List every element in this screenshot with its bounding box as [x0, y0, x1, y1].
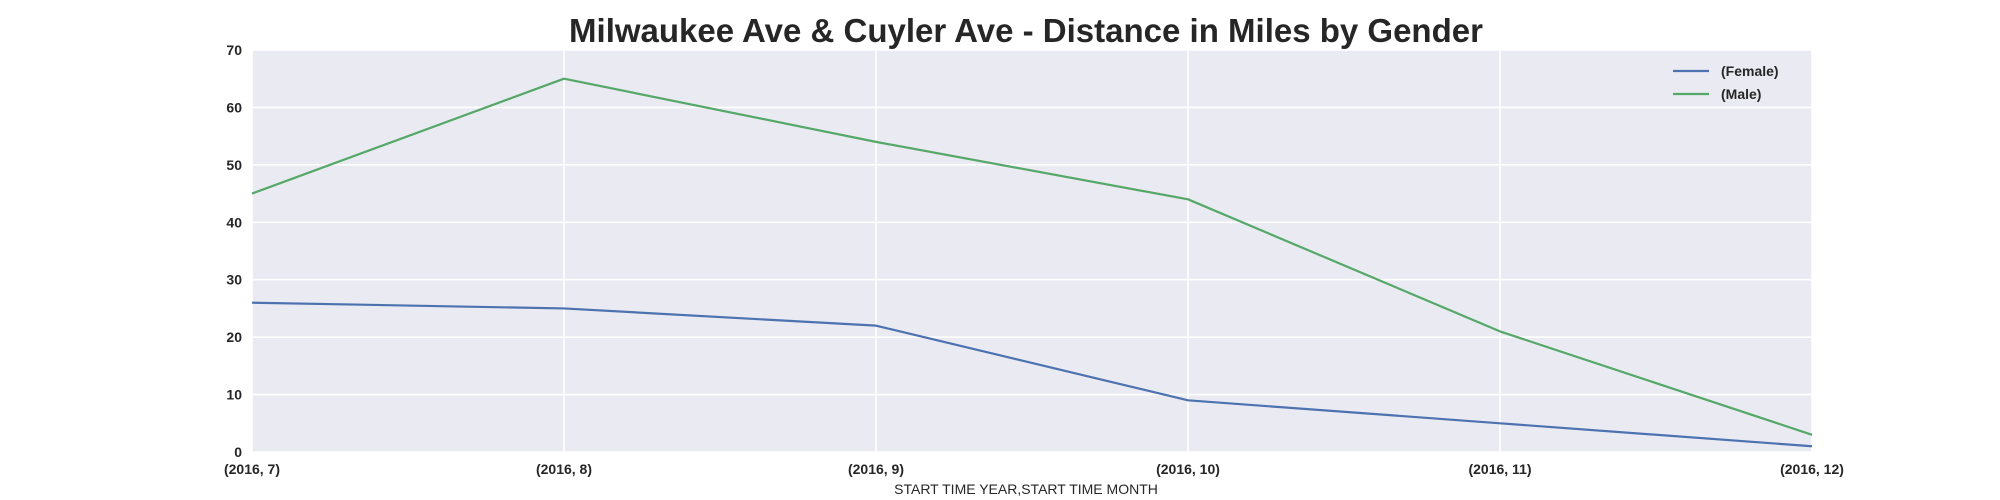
x-tick-label: (2016, 8)	[536, 461, 592, 477]
y-tick-label: 50	[226, 157, 242, 173]
y-tick-label: 30	[226, 272, 242, 288]
x-tick-label: (2016, 12)	[1780, 461, 1844, 477]
legend-label: (Female)	[1721, 63, 1779, 79]
x-tick-label: (2016, 9)	[848, 461, 904, 477]
x-tick-label: (2016, 10)	[1156, 461, 1220, 477]
legend-label: (Male)	[1721, 86, 1761, 102]
y-tick-label: 0	[234, 444, 242, 460]
y-tick-label: 70	[226, 42, 242, 58]
y-tick-label: 20	[226, 329, 242, 345]
y-tick-label: 10	[226, 387, 242, 403]
y-tick-label: 60	[226, 99, 242, 115]
series-line-male	[251, 77, 1813, 436]
chart-title: Milwaukee Ave & Cuyler Ave - Distance in…	[569, 12, 1483, 49]
x-tick-label: (2016, 11)	[1468, 461, 1531, 477]
series-line-female	[251, 301, 1813, 448]
x-tick-label: (2016, 7)	[224, 461, 280, 477]
x-axis-ticks: (2016, 7) (2016, 8) (2016, 9) (2016, 10) (20…	[224, 461, 1844, 477]
legend: (Female) (Male)	[1673, 63, 1779, 102]
y-axis-ticks: 0 10 20 30 40 50 60 70	[226, 42, 242, 460]
series-lines	[251, 77, 1813, 448]
x-axis-label: START TIME YEAR,START TIME MONTH	[894, 481, 1158, 497]
plot-area	[252, 50, 1812, 452]
grid-lines	[251, 49, 1813, 453]
y-tick-label: 40	[226, 214, 242, 230]
